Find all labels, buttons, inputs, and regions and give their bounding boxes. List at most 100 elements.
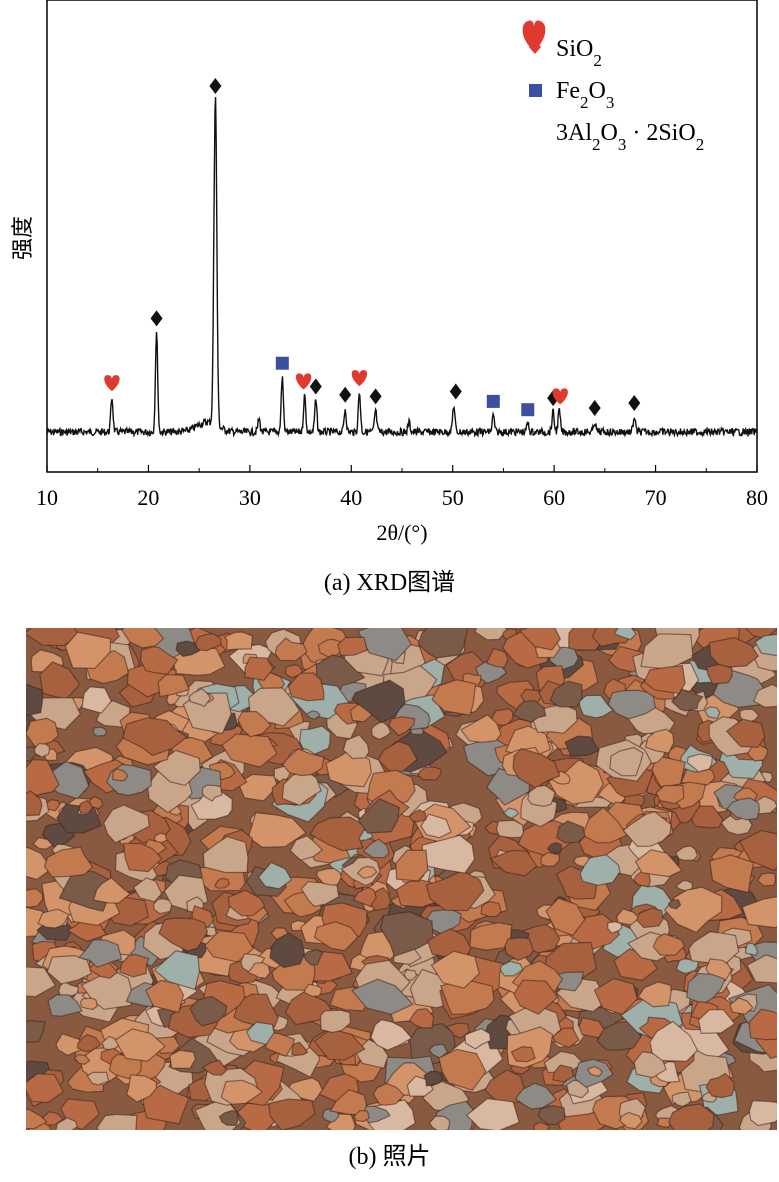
gravel-stone [269, 932, 306, 969]
gravel-stone [622, 811, 672, 848]
mullite-heart-marker [552, 388, 568, 405]
gravel-stone [395, 849, 429, 882]
gravel-stone [112, 768, 129, 782]
gravel-stone [465, 1097, 521, 1130]
gravel-stone [303, 983, 323, 998]
gravel-stone [671, 1091, 692, 1108]
gravel-stone [438, 1048, 487, 1091]
gravel-stone [748, 1008, 777, 1041]
legend-heart-icon [522, 20, 546, 51]
x-tick-label: 40 [340, 485, 362, 510]
gravel-stone [578, 1016, 608, 1039]
gravel-stone [377, 740, 418, 773]
gravel-stone [726, 797, 761, 821]
x-tick-label: 80 [746, 485, 768, 510]
gravel-stone [431, 679, 477, 716]
gravel-stone [195, 633, 222, 652]
gravel-stone [635, 907, 664, 929]
gravel-stone [510, 1045, 536, 1063]
gravel-stone [153, 950, 201, 991]
gravel-stone [421, 834, 476, 874]
gravel-stone [616, 908, 640, 926]
gravel-stone [708, 636, 759, 669]
gravel-stone [537, 1104, 566, 1126]
gravel-stone [122, 716, 188, 757]
gravel-stone [103, 804, 151, 844]
gravel-stone [257, 861, 293, 890]
gravel-stone [643, 664, 686, 695]
gravel-stone [26, 1019, 47, 1043]
gravel-stone [440, 978, 495, 1015]
gravel-stone [744, 942, 759, 957]
gravel-stone [132, 877, 163, 903]
sio2-diamond-marker [209, 78, 222, 94]
gravel-stone [274, 637, 308, 662]
gravel-stone [202, 835, 249, 874]
gravel-stone [353, 1109, 370, 1123]
gravel-stone [325, 1113, 356, 1130]
gravel-stone [227, 889, 266, 917]
gravel-stone [284, 990, 332, 1026]
gravel-stone [674, 845, 699, 861]
gravel-stone [428, 1115, 451, 1130]
gravel-stone [218, 1109, 239, 1127]
x-tick-label: 10 [36, 485, 58, 510]
gravel-stone [729, 997, 754, 1015]
gravel-stone [752, 683, 777, 708]
gravel-stone [514, 1082, 558, 1110]
gravel-stone [484, 1069, 527, 1104]
gravel-stone [244, 656, 274, 681]
gravel-stone [267, 1098, 316, 1130]
xrd-chart-svg: 10 20 30 40 50 60 70 80 SiO2 Fe2O3 3Al2O3 · 2Si… [10, 0, 768, 545]
gravel-stone [485, 647, 509, 668]
gravel-stone [379, 911, 434, 958]
gravel-stone [357, 797, 400, 834]
fe2o3-square-marker [486, 394, 500, 408]
gravel-stone [644, 728, 675, 754]
gravel-stone [370, 1019, 413, 1051]
gravel-stone [417, 628, 469, 659]
gravel-stone [586, 1065, 604, 1078]
gravel-stone [79, 997, 98, 1011]
gravel-stone [703, 706, 721, 720]
gravel-stone [741, 895, 777, 929]
gravel-stone [214, 877, 231, 889]
gravel-stone [303, 948, 324, 966]
gravel-stone [668, 1103, 715, 1130]
gravel-stone [546, 842, 563, 854]
sio2-diamond-marker [369, 388, 382, 405]
gravel-stone [309, 816, 367, 852]
gravel-stone [408, 1008, 434, 1029]
x-axis-label: 2θ/(°) [376, 520, 427, 545]
gravel-stone [299, 725, 331, 756]
gravel-stone [26, 1073, 65, 1104]
gravel-stone [287, 672, 325, 702]
gravel-stone [313, 921, 359, 952]
gravel-stone [86, 1071, 110, 1086]
gravel-stone [489, 849, 538, 877]
gravel-stone [351, 679, 406, 724]
mullite-heart-marker [295, 373, 312, 390]
gravel-stone [518, 628, 562, 651]
gravel-stone [169, 1049, 197, 1069]
gravel-photo-svg [26, 628, 777, 1130]
gravel-stone [356, 865, 378, 880]
gravel-stone [746, 954, 777, 984]
gravel-stone [175, 640, 201, 658]
gravel-stone [420, 813, 452, 839]
gravel-stone [513, 979, 559, 1015]
fe2o3-square-marker [275, 356, 289, 370]
gravel-stone [158, 917, 209, 952]
sio2-diamond-marker [628, 395, 641, 412]
gravel-stone [748, 1100, 777, 1127]
mullite-heart-marker [351, 370, 368, 387]
gravel-stone [547, 759, 604, 805]
x-tick-label: 70 [645, 485, 667, 510]
legend-label-mullite: 3Al2O3 · 2SiO2 [556, 120, 704, 154]
xrd-chart: 10 20 30 40 50 60 70 80 SiO2 Fe2O3 3Al2O3 · 2Si… [0, 0, 779, 560]
gravel-stone [281, 769, 322, 807]
gravel-stone [370, 720, 392, 741]
gravel-stone [64, 631, 112, 670]
gravel-stone [372, 1082, 405, 1106]
gravel-stone [362, 838, 390, 859]
